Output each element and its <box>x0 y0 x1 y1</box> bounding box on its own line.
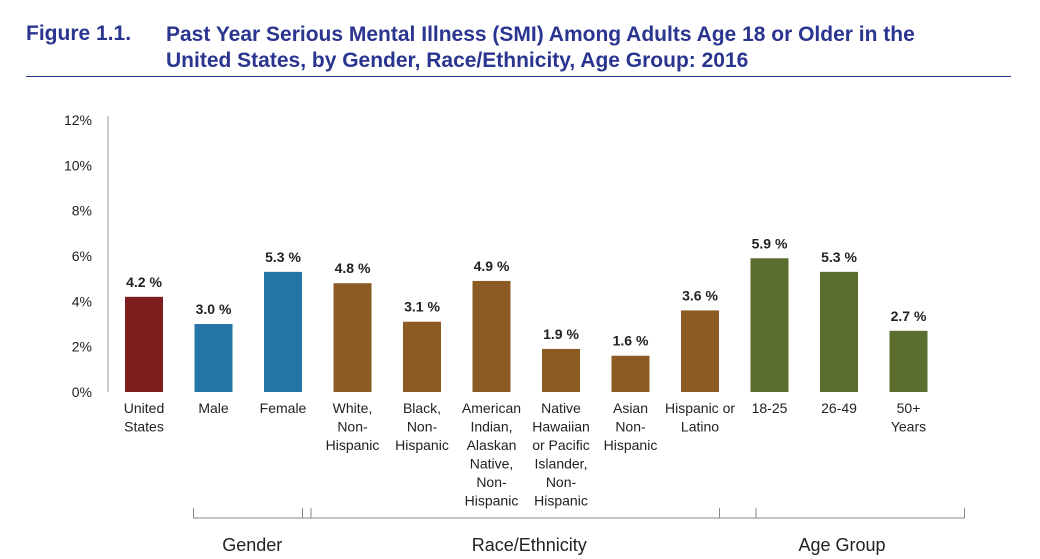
y-tick-label: 8% <box>72 203 92 219</box>
data-label: 4.2 % <box>126 274 162 290</box>
bar <box>333 283 372 392</box>
bar <box>264 271 302 392</box>
bar <box>194 324 233 392</box>
bar <box>681 310 719 392</box>
x-tick-label: United States <box>124 400 164 435</box>
figure-title-line-2: United States, by Gender, Race/Ethnicity… <box>166 49 749 72</box>
y-tick-label: 0% <box>72 384 92 400</box>
bar <box>611 355 650 392</box>
group-bracket <box>719 508 965 519</box>
x-tick-label: Asian Non-Hispanic <box>604 400 658 453</box>
data-label: 5.3 % <box>821 249 857 265</box>
bar <box>542 348 580 392</box>
x-tick-label: Black, Non-Hispanic <box>395 400 449 453</box>
title-rule <box>26 76 1011 77</box>
x-tick-label: 50+ Years <box>891 400 926 435</box>
group-label: Race/Ethnicity <box>472 535 587 555</box>
bar <box>889 330 928 392</box>
x-tick-label: Native Hawaiian or Pacific Islander, Non-His… <box>532 400 590 509</box>
y-tick-label: 10% <box>64 157 92 173</box>
x-tick-label: 26-49 <box>821 400 857 416</box>
x-tick-label: Male <box>198 400 229 416</box>
figure-number: Figure 1.1. <box>26 22 132 45</box>
figure-title: Past Year Serious Mental Illness (SMI) A… <box>166 22 1011 74</box>
x-tick-label: White, Non-Hispanic <box>326 400 380 453</box>
data-label: 5.3 % <box>265 249 301 265</box>
x-tick-label: Female <box>260 400 307 416</box>
data-label: 5.9 % <box>752 235 788 251</box>
bar <box>820 271 858 392</box>
data-label: 2.7 % <box>891 308 927 324</box>
x-tick-label: 18-25 <box>752 400 788 416</box>
data-label: 1.6 % <box>613 333 649 349</box>
y-tick-label: 6% <box>72 248 92 264</box>
y-tick-label: 2% <box>72 339 92 355</box>
group-bracket <box>193 508 312 519</box>
data-label: 4.9 % <box>474 258 510 274</box>
y-tick-label: 4% <box>72 293 92 309</box>
data-label: 3.0 % <box>196 301 232 317</box>
x-tick-label: American Indian, Alaskan Native, Non-Hispani… <box>462 400 521 509</box>
group-bracket <box>302 508 757 519</box>
bar <box>403 321 441 392</box>
bar <box>472 280 511 392</box>
data-label: 3.6 % <box>682 287 718 303</box>
data-label: 3.1 % <box>404 299 440 315</box>
bar <box>125 296 163 392</box>
figure-title-line-1: Past Year Serious Mental Illness (SMI) A… <box>166 23 915 46</box>
data-label: 4.8 % <box>335 260 371 276</box>
group-label: Age Group <box>798 535 885 555</box>
data-label: 1.9 % <box>543 326 579 342</box>
group-label: Gender <box>222 535 282 555</box>
x-tick-label: Hispanic or Latino <box>665 400 735 435</box>
y-tick-label: 12% <box>64 112 92 128</box>
bar <box>750 258 789 392</box>
